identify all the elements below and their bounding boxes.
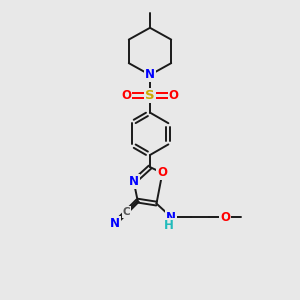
Text: C: C: [123, 207, 130, 217]
Text: H: H: [164, 219, 174, 232]
Text: S: S: [145, 89, 155, 102]
Text: O: O: [169, 89, 178, 102]
Text: O: O: [122, 89, 131, 102]
Text: N: N: [166, 211, 176, 224]
Text: N: N: [129, 175, 139, 188]
Text: O: O: [158, 167, 167, 179]
Text: N: N: [145, 68, 155, 81]
Text: N: N: [110, 217, 120, 230]
Text: O: O: [220, 211, 230, 224]
